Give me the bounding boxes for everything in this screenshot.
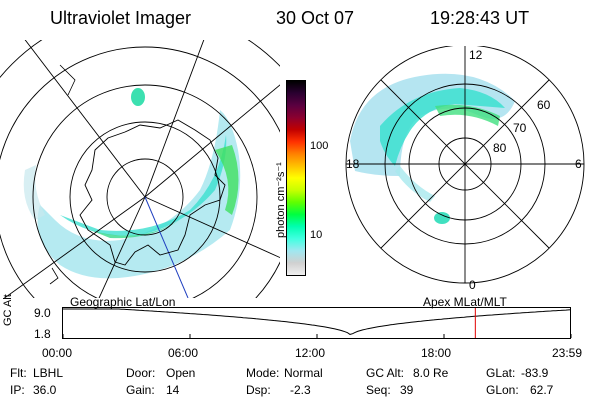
gain-value: 14 [166, 383, 180, 397]
mlat-label-60: 60 [537, 98, 551, 112]
dsp-value: -2.3 [290, 383, 311, 397]
apex-map-caption: Apex MLat/MLT [423, 295, 507, 309]
mlt-label-18: 18 [346, 157, 360, 171]
filter-value: LBHL [33, 366, 64, 380]
mlt-label-12: 12 [469, 48, 483, 62]
timeline-tick-2359: 23:59 [552, 346, 583, 360]
mlat-label-70: 70 [513, 121, 527, 135]
geo-map-caption: Geographic Lat/Lon [70, 295, 176, 309]
filter-label: Flt: [10, 366, 27, 380]
altitude-timeline [62, 307, 572, 339]
timeline-ytick-top: 9.0 [34, 306, 51, 320]
geo-meridians [3, 40, 280, 298]
colorbar-tick-100: 100 [310, 140, 329, 152]
glat-label: GLat: [486, 366, 516, 380]
ip-label: IP: [10, 383, 25, 397]
mode-value: Normal [284, 366, 323, 380]
time-label: 19:28:43 UT [430, 8, 530, 28]
instrument-title: Ultraviolet Imager [50, 8, 192, 28]
glat-value: -83.9 [521, 366, 549, 380]
glon-value: 62.7 [530, 383, 554, 397]
seq-value: 39 [400, 383, 414, 397]
geo-aurora-emission [23, 88, 241, 279]
gc-alt-value: 8.0 Re [413, 366, 449, 380]
mlt-label-0: 0 [469, 278, 476, 292]
date-label: 30 Oct 07 [276, 8, 355, 28]
mlat-label-80: 80 [493, 141, 507, 155]
dsp-label: Dsp: [246, 383, 271, 397]
glon-label: GLon: [486, 383, 519, 397]
door-label: Door: [126, 366, 156, 380]
timeline-tick-0600: 06:00 [168, 346, 199, 360]
antarctica-coastline [79, 119, 226, 266]
gc-alt-label: GC Alt: [366, 366, 405, 380]
timeline-tick-marks [62, 334, 572, 338]
door-value: Open [166, 366, 196, 380]
apex-mlt-lines [346, 46, 584, 283]
colorbar [286, 80, 306, 276]
timeline-tick-1200: 12:00 [295, 346, 326, 360]
mlt-label-6: 6 [575, 157, 582, 171]
geo-coast-fragment [49, 267, 59, 285]
timeline-tick-1800: 18:00 [421, 346, 452, 360]
altitude-curve [63, 308, 572, 335]
timeline-tick-0000: 00:00 [42, 346, 73, 360]
colorbar-tick-10: 10 [310, 229, 323, 241]
geo-lat-circles [0, 40, 280, 298]
apex-map [345, 46, 585, 284]
geo-terminator-line [144, 196, 189, 298]
geo-coast-fragment [59, 64, 76, 96]
colorbar-unit-label: photon cm⁻²s⁻¹ [275, 162, 287, 238]
timeline-ylabel: GC Alt [2, 294, 14, 326]
apex-aurora-emission [350, 73, 515, 224]
geographic-map [0, 40, 280, 298]
timeline-frame [62, 307, 571, 339]
gain-label: Gain: [126, 383, 155, 397]
seq-label: Seq: [366, 383, 391, 397]
mode-label: Mode: [246, 366, 280, 380]
ip-value: 36.0 [33, 383, 57, 397]
timeline-ytick-bottom: 1.8 [34, 327, 51, 341]
